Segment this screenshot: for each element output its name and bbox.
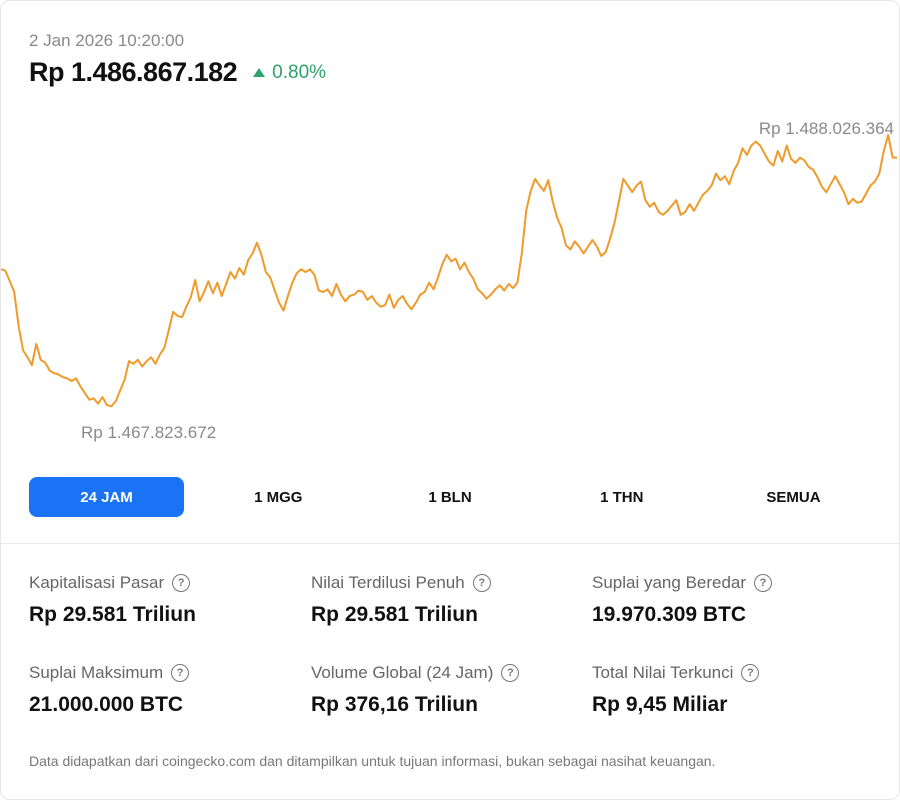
stat-circulating-supply: Suplai yang Beredar? 19.970.309 BTC (592, 573, 862, 627)
disclaimer-text: Data didapatkan dari coingecko.com dan d… (29, 753, 716, 769)
stat-value: Rp 29.581 Triliun (29, 603, 196, 626)
stat-fully-diluted: Nilai Terdilusi Penuh? Rp 29.581 Triliun (311, 573, 581, 627)
range-1m-button[interactable]: 1 BLN (428, 488, 472, 506)
stat-label: Total Nilai Terkunci (592, 663, 734, 682)
time-range-selector: 24 JAM 1 MGG 1 BLN 1 THN SEMUA (29, 477, 871, 517)
price-timestamp: 2 Jan 2026 10:20:00 (29, 31, 185, 50)
chart-high-label: Rp 1.488.026.364 (758, 119, 894, 138)
stat-max-supply: Suplai Maksimum? 21.000.000 BTC (29, 663, 299, 717)
help-icon[interactable]: ? (501, 664, 520, 682)
help-icon[interactable]: ? (741, 664, 760, 682)
stat-total-value-locked: Total Nilai Terkunci? Rp 9,45 Miliar (592, 663, 862, 717)
divider (1, 543, 899, 544)
current-price: Rp 1.486.867.182 (29, 57, 238, 87)
stat-global-volume: Volume Global (24 Jam)? Rp 376,16 Triliu… (311, 663, 581, 717)
help-icon[interactable]: ? (754, 574, 773, 592)
range-1w-button[interactable]: 1 MGG (254, 488, 303, 506)
stat-value: 21.000.000 BTC (29, 693, 184, 716)
stat-value: Rp 376,16 Triliun (311, 693, 478, 716)
price-line (1, 134, 897, 408)
range-all-button[interactable]: SEMUA (766, 488, 821, 506)
chart-low-label: Rp 1.467.823.672 (81, 423, 217, 442)
stat-label: Volume Global (24 Jam) (311, 663, 494, 682)
stat-value: Rp 9,45 Miliar (592, 693, 728, 716)
stat-value: Rp 29.581 Triliun (311, 603, 478, 626)
stat-label: Suplai Maksimum (29, 663, 164, 682)
help-icon[interactable]: ? (171, 664, 190, 682)
stat-market-cap: Kapitalisasi Pasar? Rp 29.581 Triliun (29, 573, 299, 627)
price-row: Rp 1.486.867.182 0.80% (29, 57, 326, 88)
stat-label: Suplai yang Beredar (592, 573, 747, 592)
price-change: 0.80% (253, 62, 326, 84)
range-24h-button[interactable]: 24 JAM (29, 477, 184, 517)
help-icon[interactable]: ? (472, 574, 491, 592)
stat-label: Nilai Terdilusi Penuh (311, 573, 465, 592)
triangle-up-icon (253, 67, 266, 77)
price-chart[interactable] (1, 111, 899, 431)
price-change-value: 0.80% (272, 61, 327, 83)
range-1y-button[interactable]: 1 THN (600, 488, 644, 506)
stat-value: 19.970.309 BTC (592, 603, 747, 626)
help-icon[interactable]: ? (172, 574, 191, 592)
stat-label: Kapitalisasi Pasar (29, 573, 165, 592)
